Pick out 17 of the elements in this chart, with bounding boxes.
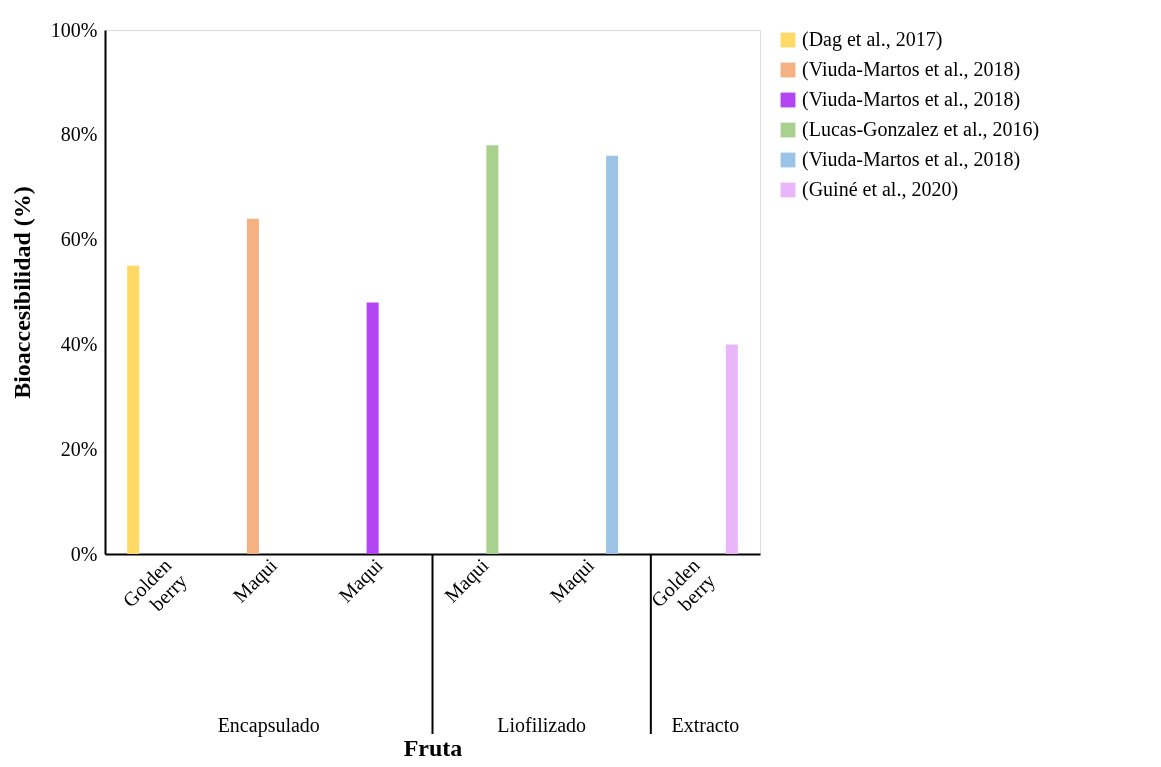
y-tick-label: 80% bbox=[60, 123, 98, 146]
legend-label: (Dag et al., 2017) bbox=[802, 28, 943, 51]
legend-label: (Viuda-Martos et al., 2018) bbox=[802, 58, 1021, 81]
y-tick-label: 0% bbox=[70, 542, 98, 565]
legend-label: (Guiné et al., 2020) bbox=[802, 178, 959, 201]
y-tick-label: 20% bbox=[60, 437, 98, 460]
y-axis-title: Bioaccesibilidad (%) bbox=[8, 186, 35, 399]
x-axis-title: Fruta bbox=[403, 734, 463, 761]
y-tick-label: 60% bbox=[60, 228, 98, 251]
legend-label: (Lucas-Gonzalez et al., 2016) bbox=[802, 118, 1040, 141]
text: Extracto bbox=[671, 714, 740, 736]
legend-label: (Viuda-Martos et al., 2018) bbox=[802, 148, 1021, 171]
y-tick-label: 100% bbox=[50, 18, 98, 41]
text: Encapsulado bbox=[217, 714, 320, 737]
legend-label: (Viuda-Martos et al., 2018) bbox=[802, 88, 1021, 111]
text: Liofilizado bbox=[497, 714, 587, 736]
y-tick-label: 40% bbox=[60, 332, 98, 355]
